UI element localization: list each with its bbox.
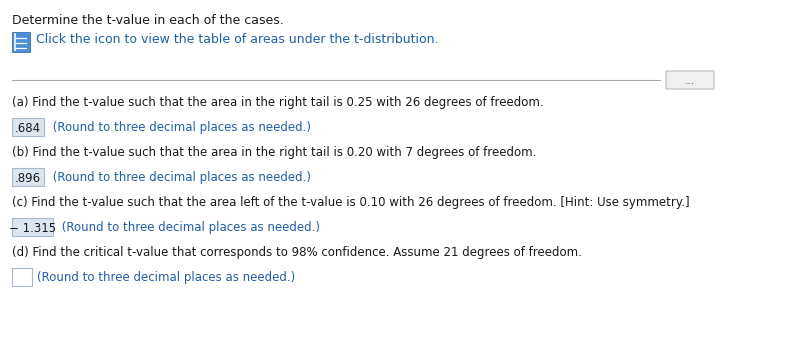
FancyBboxPatch shape [12,118,44,136]
Text: .684: .684 [15,122,41,135]
Text: ...: ... [685,76,695,86]
Text: (Round to three decimal places as needed.): (Round to three decimal places as needed… [57,221,320,234]
Text: (Round to three decimal places as needed.): (Round to three decimal places as needed… [49,122,311,135]
Text: − 1.315: − 1.315 [9,221,56,234]
Text: Click the icon to view the table of areas under the t-distribution.: Click the icon to view the table of area… [36,33,438,46]
FancyBboxPatch shape [12,218,53,236]
Text: (c) Find the t-value such that the area left of the t-value is 0.10 with 26 degr: (c) Find the t-value such that the area … [12,196,689,209]
Text: (Round to three decimal places as needed.): (Round to three decimal places as needed… [49,171,311,184]
Text: (d) Find the critical t-value that corresponds to 98% confidence. Assume 21 degr: (d) Find the critical t-value that corre… [12,246,582,259]
FancyBboxPatch shape [666,71,714,89]
FancyBboxPatch shape [12,168,44,186]
Text: (Round to three decimal places as needed.): (Round to three decimal places as needed… [37,271,295,284]
Text: Determine the t-value in each of the cases.: Determine the t-value in each of the cas… [12,14,284,27]
Text: (a) Find the t-value such that the area in the right tail is 0.25 with 26 degree: (a) Find the t-value such that the area … [12,96,543,109]
Text: .896: .896 [15,171,41,184]
FancyBboxPatch shape [12,32,30,52]
FancyBboxPatch shape [12,268,32,286]
Text: (b) Find the t-value such that the area in the right tail is 0.20 with 7 degrees: (b) Find the t-value such that the area … [12,146,536,159]
